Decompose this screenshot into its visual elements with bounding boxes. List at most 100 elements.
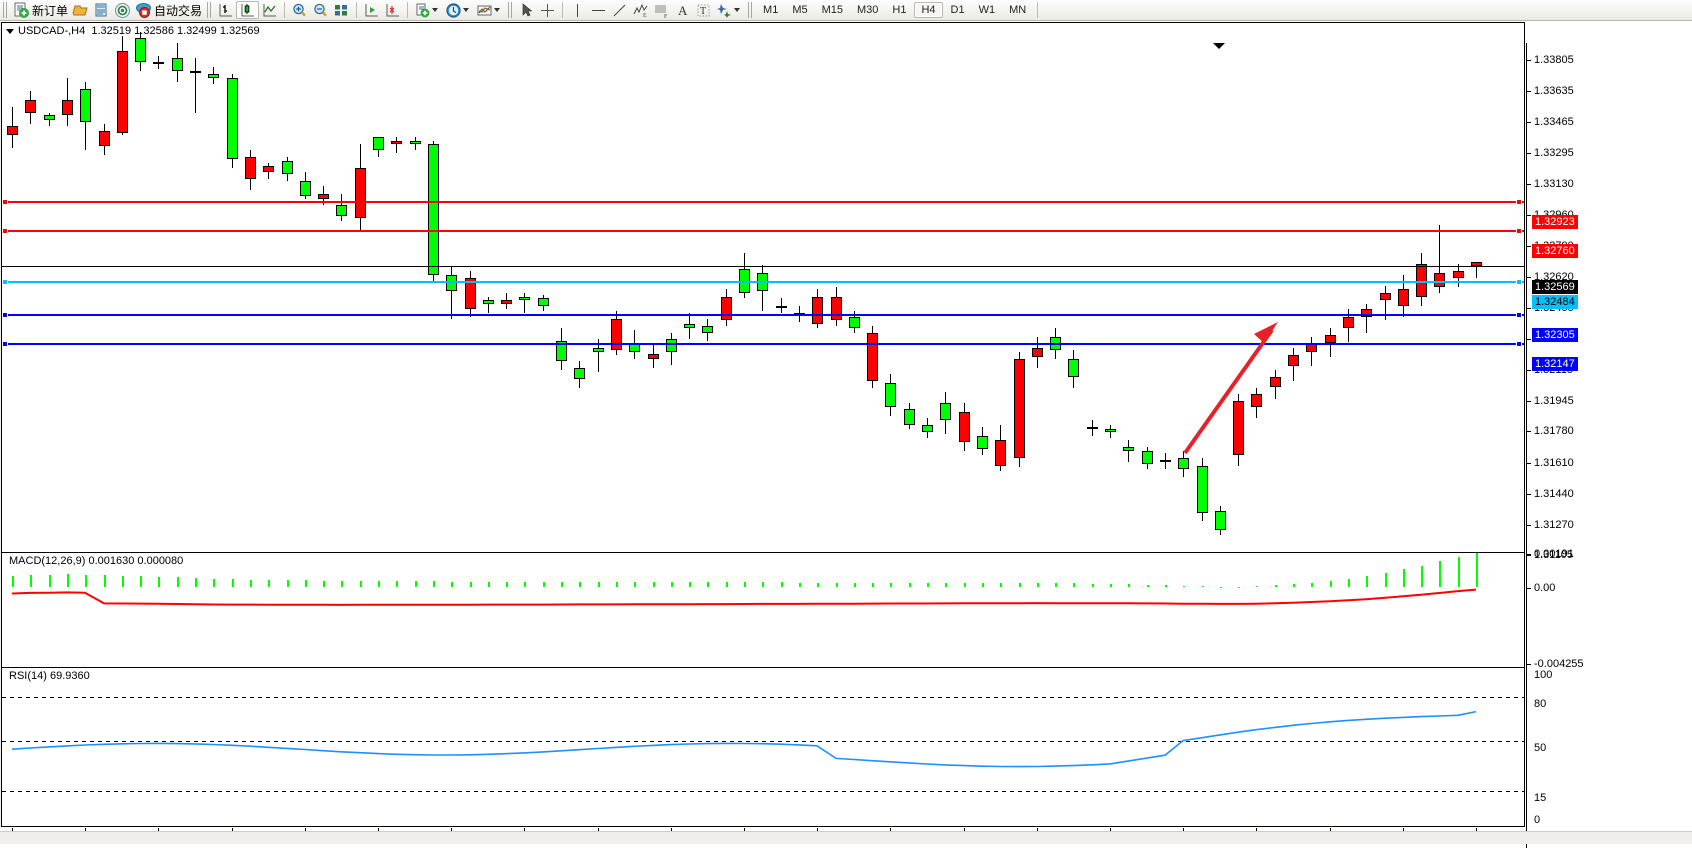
level-handle[interactable]: [2, 279, 8, 285]
candlestick: [61, 100, 73, 115]
level-handle[interactable]: [2, 341, 8, 347]
price-level-line[interactable]: [2, 201, 1524, 203]
shapes-button[interactable]: [714, 1, 745, 19]
level-handle[interactable]: [1516, 312, 1522, 318]
label-button[interactable]: T: [693, 1, 714, 19]
cursor-button[interactable]: [516, 1, 537, 19]
price-level-tag[interactable]: 1.32147: [1532, 357, 1578, 371]
folder-button[interactable]: [70, 1, 91, 19]
candlestick-chart-button[interactable]: [236, 1, 260, 19]
level-handle[interactable]: [1516, 228, 1522, 234]
price-pane[interactable]: [2, 23, 1524, 550]
add-indicator-button[interactable]: [412, 1, 443, 19]
crosshair-button[interactable]: [537, 1, 558, 19]
timeframe-m15[interactable]: M15: [821, 4, 843, 16]
macd-histogram-bar: [799, 582, 801, 588]
add-indicator-caret-icon[interactable]: [432, 8, 439, 12]
zoom-out-button[interactable]: [310, 1, 331, 19]
toolbar-grip-2[interactable]: [207, 2, 213, 18]
price-axis-label: 1.31945: [1534, 395, 1574, 407]
toolbar-grip-4[interactable]: [748, 2, 754, 18]
timeframe-m5[interactable]: M5: [792, 4, 808, 16]
symbol-label: USDCAD-,H4: [18, 25, 86, 37]
level-handle[interactable]: [1516, 341, 1522, 347]
macd-histogram-bar: [433, 581, 435, 588]
price-level-line[interactable]: [2, 230, 1524, 232]
candle-wick: [1311, 336, 1312, 367]
price-level-tag[interactable]: 1.32923: [1532, 215, 1578, 229]
hline-icon: [590, 2, 607, 19]
vline-icon: [569, 2, 586, 19]
shift-start-button[interactable]: [361, 1, 382, 19]
macd-histogram-bar: [1019, 582, 1021, 588]
price-axis[interactable]: 1.33805 1.33635 1.33465 1.33295 1.33130 1.329…: [1526, 43, 1692, 848]
data-window-button[interactable]: [91, 1, 112, 19]
timeframe-h1[interactable]: H1: [892, 4, 907, 16]
macd-histogram-bar: [1092, 583, 1094, 588]
level-handle[interactable]: [2, 312, 8, 318]
macd-histogram-bar: [1202, 586, 1204, 588]
templates-button[interactable]: [474, 1, 505, 19]
timeframe-m1[interactable]: M1: [763, 4, 779, 16]
macd-pane[interactable]: MACD(12,26,9) 0.001630 0.000080: [2, 552, 1524, 662]
candlestick: [1324, 335, 1336, 343]
macd-histogram-bar: [250, 579, 252, 588]
timeframe-d1[interactable]: D1: [950, 4, 965, 16]
toolbar-grip-3[interactable]: [508, 2, 514, 18]
shift-end-button[interactable]: [382, 1, 403, 19]
candlestick: [665, 338, 677, 352]
candlestick: [683, 324, 695, 328]
new-order-button[interactable]: 新订单: [11, 1, 70, 19]
fibonacci-button[interactable]: F: [651, 1, 672, 20]
rsi-axis-label: 0: [1534, 814, 1541, 826]
timeframe-w1[interactable]: W1: [978, 4, 996, 16]
level-handle[interactable]: [1516, 279, 1522, 285]
candle-wick: [1330, 327, 1331, 358]
macd-axis-tick: [1527, 588, 1531, 589]
candlestick: [701, 325, 713, 334]
hline-button[interactable]: [588, 1, 609, 19]
price-level-line[interactable]: [2, 343, 1524, 345]
price-level-line[interactable]: [2, 266, 1524, 267]
price-level-line[interactable]: [2, 281, 1524, 283]
navigator-button[interactable]: [112, 1, 133, 19]
level-handle[interactable]: [1516, 199, 1522, 205]
price-level-line[interactable]: [2, 314, 1524, 316]
line-chart-button[interactable]: [259, 1, 280, 19]
price-level-tag[interactable]: 1.32760: [1532, 244, 1578, 258]
candlestick: [390, 140, 402, 145]
candlestick: [354, 168, 366, 218]
vline-button[interactable]: [567, 1, 588, 19]
macd-histogram-bar: [451, 581, 453, 588]
period-button[interactable]: [443, 1, 474, 19]
bar-chart-button[interactable]: [215, 1, 236, 19]
timeframe-mn[interactable]: MN: [1009, 4, 1027, 16]
trendline-button[interactable]: [609, 1, 630, 19]
level-handle[interactable]: [2, 228, 8, 234]
candle-wick: [488, 296, 489, 314]
candlestick: [958, 412, 970, 442]
zoom-in-button[interactable]: [289, 1, 310, 19]
symbol-dropdown-icon[interactable]: [6, 28, 14, 34]
price-level-tag[interactable]: 1.32305: [1532, 328, 1578, 342]
autotrading-button[interactable]: 自动交易: [133, 1, 204, 19]
text-button[interactable]: A: [672, 1, 693, 19]
shapes-caret-icon[interactable]: [734, 8, 741, 12]
rsi-pane[interactable]: RSI(14) 69.9360: [2, 667, 1524, 812]
status-bar: [0, 831, 1692, 844]
macd-histogram-bar: [1183, 585, 1185, 588]
timeframe-m30[interactable]: M30: [857, 4, 879, 16]
period-caret-icon[interactable]: [463, 8, 470, 12]
templates-caret-icon[interactable]: [494, 8, 501, 12]
price-axis-tick: [1527, 555, 1531, 556]
macd-histogram-bar: [360, 581, 362, 588]
price-level-tag[interactable]: 1.32484: [1532, 295, 1578, 309]
timeframe-h4[interactable]: H4: [914, 2, 943, 18]
price-axis-tick: [1527, 277, 1531, 278]
elliott-wave-button[interactable]: E: [630, 1, 651, 19]
toolbar-grip[interactable]: [3, 2, 8, 18]
level-handle[interactable]: [2, 199, 8, 205]
grid-button[interactable]: [331, 1, 352, 19]
rsi-axis-label: 100: [1534, 669, 1553, 681]
macd-histogram-bar: [1439, 561, 1441, 588]
